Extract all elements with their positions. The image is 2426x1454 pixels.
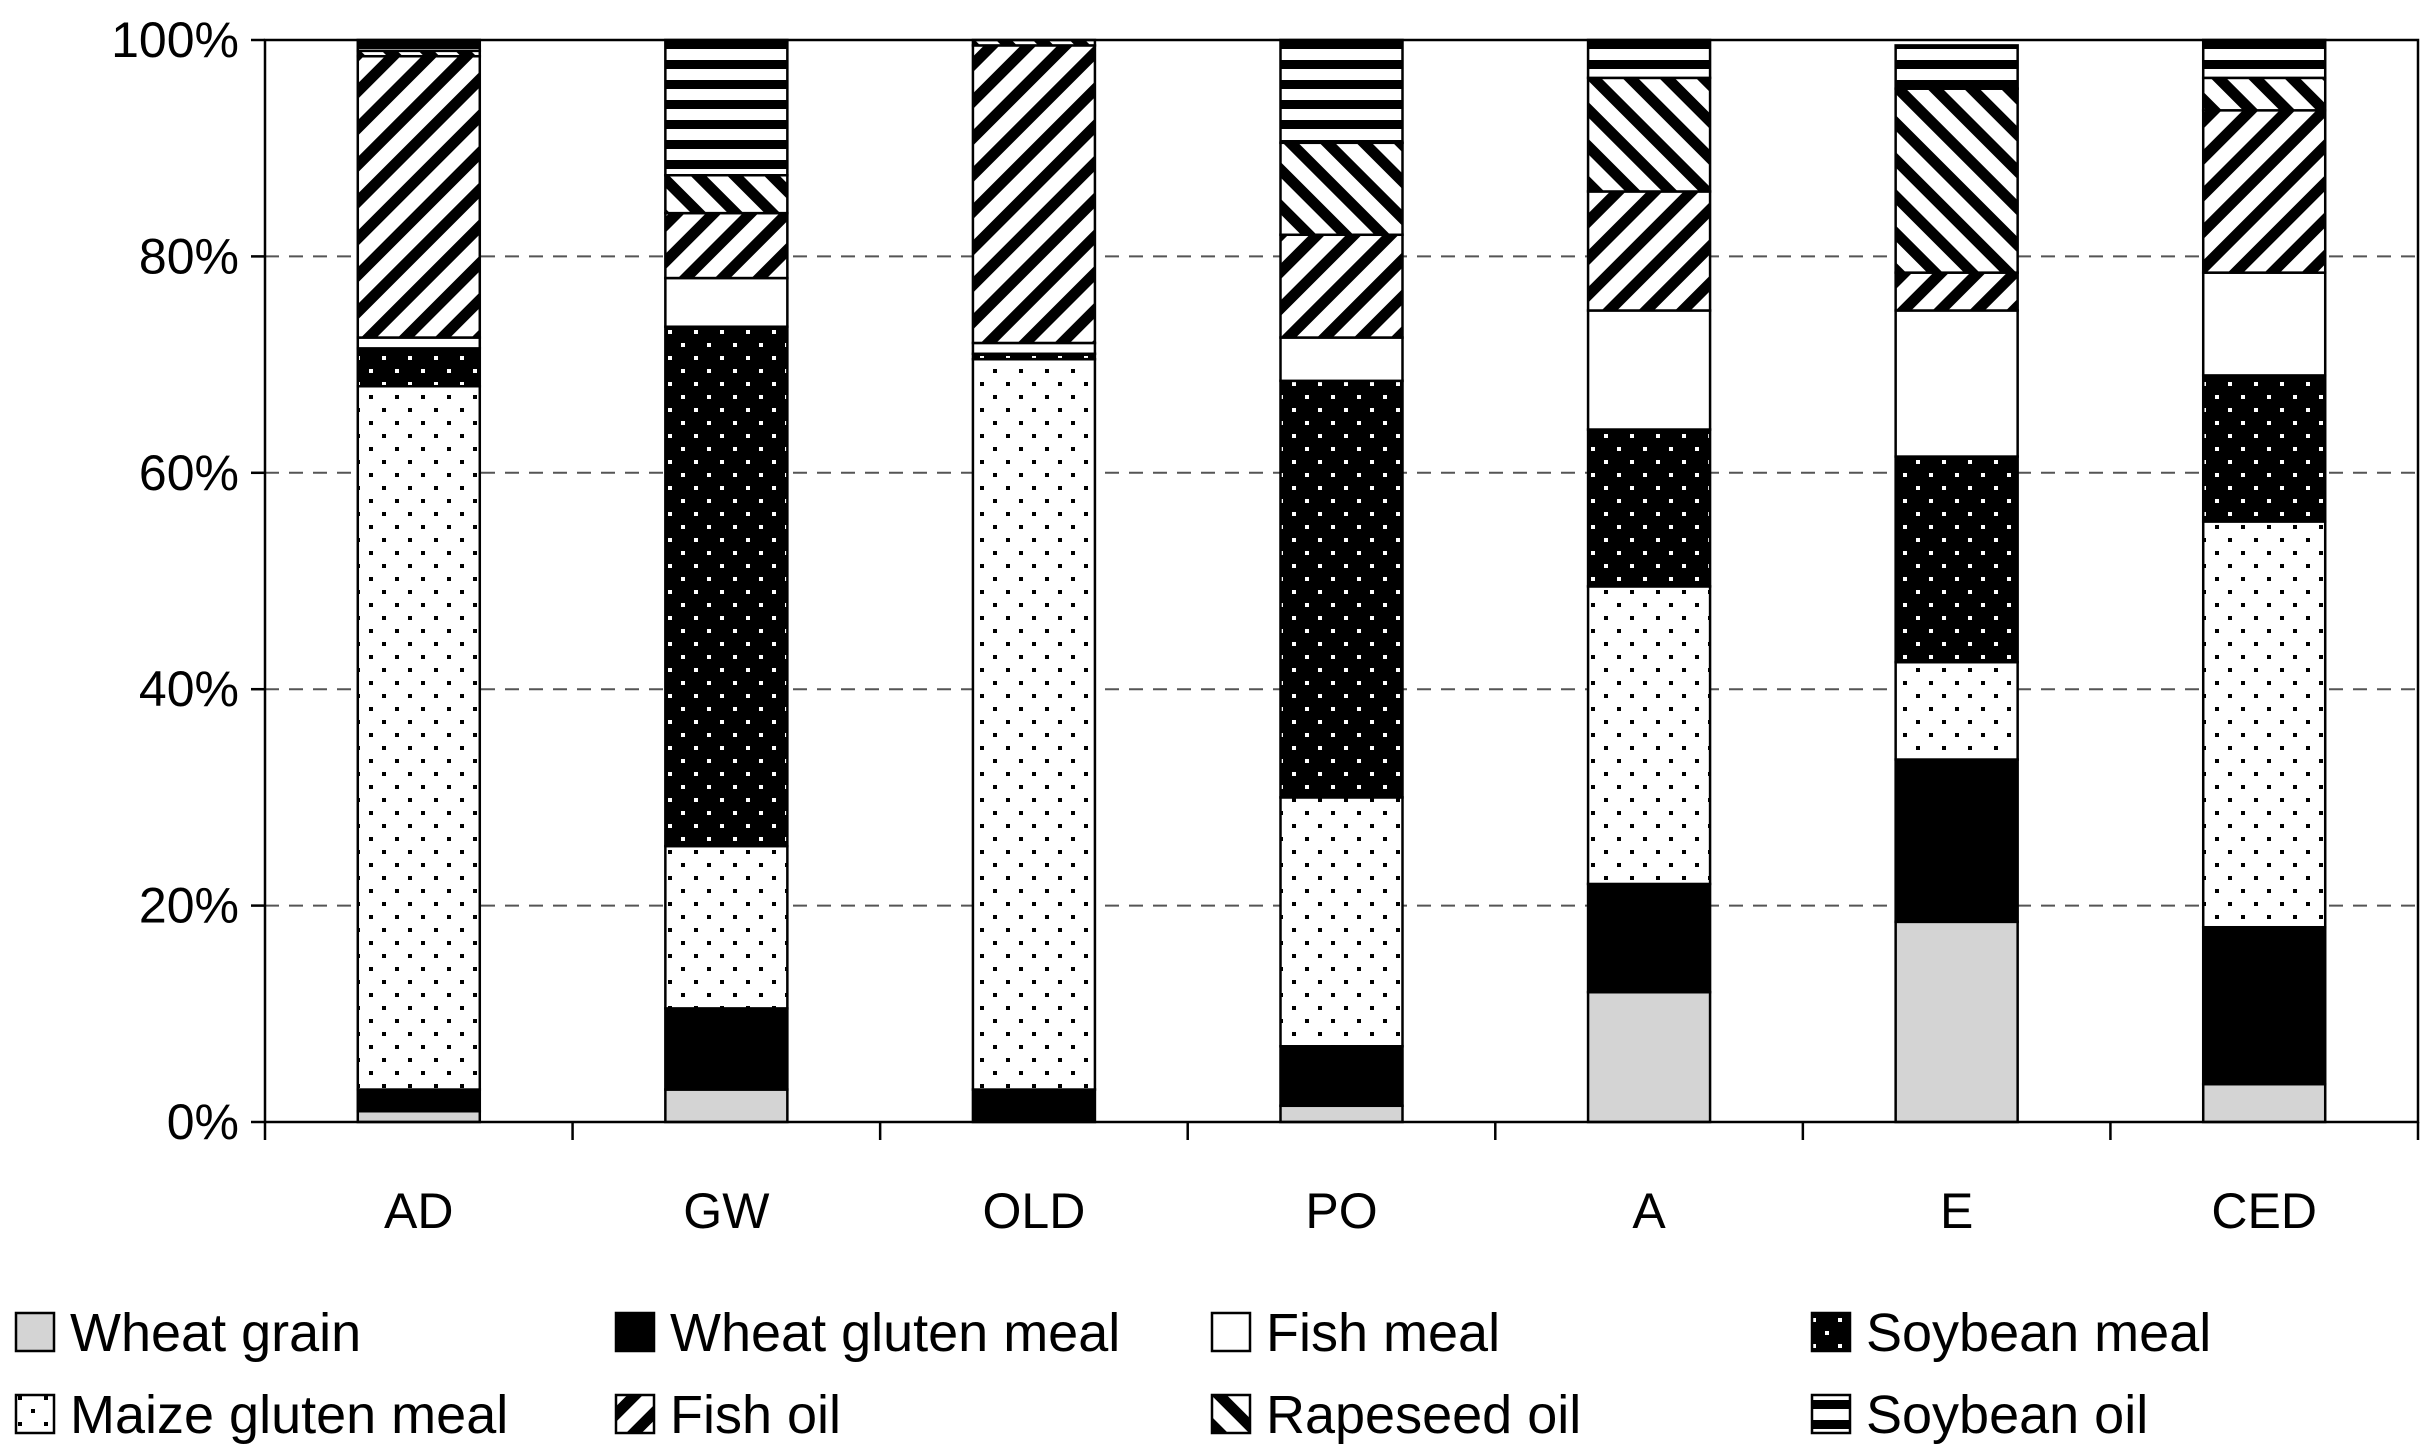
legend-swatch-soybean-meal [1810,1311,1852,1353]
bar-ad-fish-oil [356,54,482,339]
bar-a-wheat-gluten-meal [1586,882,1712,994]
legend-label-fish-oil: Fish oil [670,1385,841,1445]
x-tick-label-e: E [1940,1183,1973,1239]
bar-ced-wheat-gluten-meal [2201,925,2327,1086]
bar-ced-soybean-meal [2201,374,2327,523]
bar-ad-fish-meal [356,336,482,350]
y-tick-label-40: 40% [139,661,239,717]
y-tick-label-80: 80% [139,228,239,284]
bar-gw-rapeseed-oil [664,174,789,215]
bar-ad-soybean-meal [356,347,482,388]
legend-label-wheat-gluten-meal: Wheat gluten meal [670,1303,1120,1363]
legend-swatch-soybean-oil [1810,1393,1852,1435]
bars [356,38,2327,1124]
bar-gw-maize-gluten-meal [664,844,789,1010]
bar-po-soybean-meal [1279,379,1404,799]
bar-po-fish-meal [1279,336,1404,383]
x-tick-label-old: OLD [983,1183,1086,1239]
bar-gw-fish-meal [664,276,789,328]
bar-old-wheat-gluten-meal [971,1088,1097,1124]
y-tick-label-0: 0% [167,1094,239,1150]
bar-po-rapeseed-oil [1279,141,1404,237]
bar-a-fish-oil [1586,190,1712,312]
axes: AD GW OLD PO A E CED 0% 20% 40% 60% 80% 100% [111,12,2420,1239]
y-tick-label-100: 100% [111,12,239,68]
bar-gw-wheat-grain [664,1088,789,1124]
legend: Wheat grain Wheat gluten meal Fish meal Soy… [14,1303,2211,1445]
bar-po-maize-gluten-meal [1279,796,1404,1048]
bar-gw-fish-oil [664,211,789,280]
x-tick-label-po: PO [1305,1183,1377,1239]
bar-e-fish-oil [1894,271,2019,312]
bar-old-fish-oil [971,44,1097,345]
bar-old-maize-gluten-meal [971,357,1097,1091]
bar-e-soybean-meal [1894,455,2019,664]
bar-ad-wheat-grain [356,1109,482,1124]
legend-label-rapeseed-oil: Rapeseed oil [1266,1385,1581,1445]
bar-a-soybean-oil [1586,38,1712,80]
bar-ad-wheat-gluten-meal [356,1088,482,1113]
bar-e-soybean-oil [1894,44,2019,90]
bar-e-fish-meal [1894,309,2019,458]
legend-swatch-maize-gluten-meal [14,1393,56,1435]
y-tick-label-20: 20% [139,878,239,934]
bar-po-soybean-oil [1279,38,1404,145]
legend-label-maize-gluten-meal: Maize gluten meal [70,1385,508,1445]
bar-old-fish-meal [971,341,1097,356]
bar-a-wheat-grain [1586,990,1712,1124]
bar-a-maize-gluten-meal [1586,585,1712,886]
legend-label-soybean-meal: Soybean meal [1866,1303,2211,1363]
legend-label-wheat-grain: Wheat grain [70,1303,361,1363]
bar-e-wheat-grain [1894,920,2019,1124]
legend-swatch-wheat-grain [14,1311,56,1353]
legend-swatch-fish-meal [1210,1311,1252,1353]
bar-po-wheat-gluten-meal [1279,1045,1404,1108]
legend-swatch-fish-oil [614,1393,656,1435]
bar-gw-wheat-gluten-meal [664,1007,789,1091]
bar-ced-fish-meal [2201,271,2327,377]
bar-ced-maize-gluten-meal [2201,520,2327,929]
bar-ced-wheat-grain [2201,1082,2327,1124]
legend-label-soybean-oil: Soybean oil [1866,1385,2148,1445]
bar-gw-soybean-oil [664,38,789,177]
bar-e-wheat-gluten-meal [1894,758,2019,924]
legend-label-fish-meal: Fish meal [1266,1303,1500,1363]
y-tick-label-60: 60% [139,445,239,501]
x-tick-label-ced: CED [2211,1183,2317,1239]
plot-frame [263,38,2420,1124]
bar-gw-soybean-meal [664,325,789,848]
bar-ad-soybean-oil [356,38,482,53]
bar-e-maize-gluten-meal [1894,660,2019,761]
legend-swatch-rapeseed-oil [1210,1393,1252,1435]
bar-po-fish-oil [1279,233,1404,339]
bar-a-fish-meal [1586,309,1712,431]
bar-po-wheat-grain [1279,1104,1404,1124]
x-tick-label-ad: AD [384,1183,453,1239]
bar-ced-fish-oil [2201,109,2327,274]
legend-swatch-wheat-gluten-meal [614,1311,656,1353]
bar-e-rapeseed-oil [1894,87,2019,274]
bar-a-soybean-meal [1586,428,1712,588]
x-tick-label-a: A [1632,1183,1666,1239]
bar-ced-rapeseed-oil [2201,76,2327,112]
bar-ad-maize-gluten-meal [356,384,482,1091]
bar-ced-soybean-oil [2201,38,2327,80]
bar-a-rapeseed-oil [1586,76,1712,193]
x-tick-label-gw: GW [683,1183,770,1239]
